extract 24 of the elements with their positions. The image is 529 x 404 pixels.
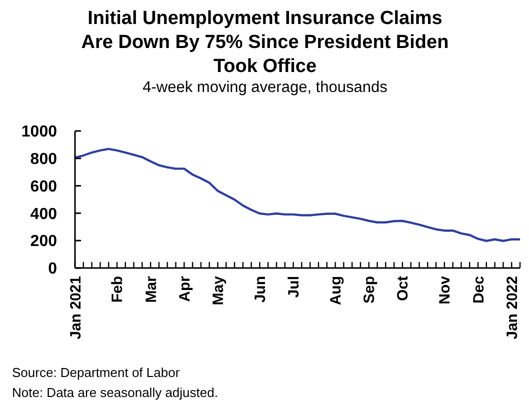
y-tick-label: 0	[48, 260, 58, 278]
text: Note: Data are seasonally adjusted.	[12, 385, 218, 400]
x-tick-label: Jul	[286, 276, 303, 298]
y-tick-label: 600	[30, 178, 58, 196]
x-tick-label: Jan 2021	[67, 276, 84, 340]
x-tick-label: Aug	[328, 276, 345, 306]
x-tick-label: Sep	[361, 276, 378, 304]
x-tick-label: Jun	[252, 276, 269, 303]
x-tick-label: Apr	[176, 276, 194, 302]
y-tick-label: 400	[30, 206, 58, 223]
source-note: Source: Department of Labor	[12, 365, 180, 380]
x-tick-label: Dec	[470, 276, 488, 304]
x-tick-label: Nov	[436, 275, 454, 304]
y-tick-label: 800	[30, 151, 58, 168]
x-tick-label: Oct	[394, 276, 412, 302]
line-series	[74, 148, 522, 242]
x-tick-label: Jan 2022	[504, 276, 521, 340]
chart-title: Initial Unemployment Insurance Claims Are Down By 75% Since President Biden Took Office	[81, 8, 449, 77]
x-tick-label: May	[210, 275, 227, 306]
x-tick-label: Mar	[142, 276, 160, 303]
y-tick-label: 1000	[21, 124, 58, 141]
x-tick-label: Feb	[109, 276, 126, 303]
chart-subtitle: 4-week moving average, thousands	[142, 79, 388, 96]
y-tick-label: 200	[30, 233, 58, 250]
